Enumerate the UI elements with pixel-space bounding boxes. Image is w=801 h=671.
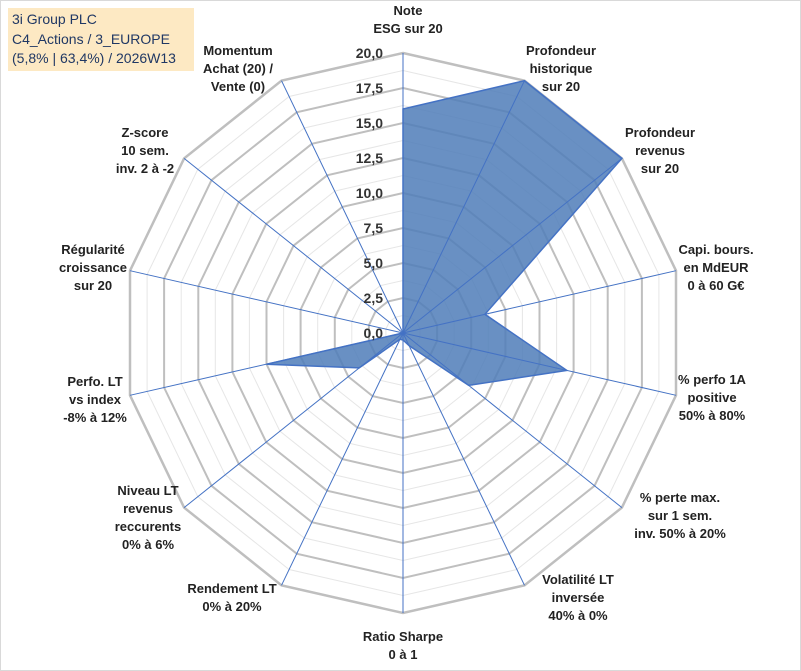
axis-spoke	[129, 270, 404, 334]
axis-label: Niveau LT revenus reccurents 0% à 6%	[115, 483, 181, 552]
tick-label: 5,0	[364, 255, 384, 271]
axis-spoke	[129, 332, 404, 396]
axis-label-line: sur 20	[542, 79, 580, 94]
tick-label: 10,0	[356, 185, 383, 201]
axis-label: Momentum Achat (20) / Vente (0)	[203, 43, 273, 94]
axis-spoke	[402, 332, 623, 508]
axis-label-line: vs index	[69, 392, 122, 407]
axis-label: Régularité croissance sur 20	[59, 242, 127, 293]
category-label: C4_Actions / 3_EUROPE	[12, 30, 170, 47]
axis-label-line: Ratio Sharpe	[363, 629, 443, 644]
axis-label-line: % perte max.	[640, 490, 720, 505]
axis-label-line: revenus	[635, 143, 685, 158]
axis-spoke	[183, 332, 404, 508]
tick-label: 17,5	[356, 80, 383, 96]
axis-label: Capi. bours. en MdEUR 0 à 60 G€	[678, 242, 753, 293]
axis-label-line: en MdEUR	[684, 260, 750, 275]
axis-label-line: 50% à 80%	[679, 408, 746, 423]
tick-label: 7,5	[364, 220, 384, 236]
axis-label-line: inv. 2 à -2	[116, 161, 174, 176]
axis-label-line: Rendement LT	[187, 581, 276, 596]
axis-label-line: Profondeur	[625, 125, 695, 140]
axis-spoke	[402, 332, 525, 586]
axis-label-line: -8% à 12%	[63, 410, 127, 425]
axis-label-line: revenus	[123, 501, 173, 516]
tick-label: 0,0	[364, 325, 384, 341]
axis-label-line: inv. 50% à 20%	[634, 526, 726, 541]
axis-label-line: Momentum	[203, 43, 272, 58]
axis-label: Perfo. LT vs index -8% à 12%	[63, 374, 127, 425]
axis-label-line: Z-score	[122, 125, 169, 140]
axis-label: Z-score 10 sem. inv. 2 à -2	[116, 125, 174, 176]
axis-label-line: Note	[394, 3, 423, 18]
chart-title-box: 3i Group PLC C4_Actions / 3_EUROPE (5,8%…	[8, 8, 194, 71]
axis-label-line: Capi. bours.	[678, 242, 753, 257]
axis-label: Note ESG sur 20	[373, 3, 442, 36]
axis-label-line: 0% à 20%	[202, 599, 262, 614]
axis-spoke	[402, 332, 677, 396]
axis-label-line: inversée	[552, 590, 605, 605]
axis-label-line: 0 à 60 G€	[687, 278, 744, 293]
axis-label: Profondeur historique sur 20	[526, 43, 596, 94]
axis-label: Volatilité LT inversée 40% à 0%	[542, 572, 614, 623]
axis-label-line: 10 sem.	[121, 143, 169, 158]
axis-label: Profondeur revenus sur 20	[625, 125, 695, 176]
axis-label-line: Profondeur	[526, 43, 596, 58]
axis-spoke	[402, 158, 623, 334]
tick-label: 15,0	[356, 115, 383, 131]
axis-label-line: 40% à 0%	[548, 608, 608, 623]
axis-label-line: croissance	[59, 260, 127, 275]
axis-label-line: sur 1 sem.	[648, 508, 712, 523]
axis-label-line: sur 20	[74, 278, 112, 293]
axis-label-line: Niveau LT	[117, 483, 178, 498]
axis-spoke	[402, 80, 525, 334]
axis-label: % perfo 1A positive 50% à 80%	[678, 372, 747, 423]
axis-label-line: historique	[530, 61, 593, 76]
axis-label-line: Achat (20) /	[203, 61, 273, 76]
axis-spoke	[183, 158, 404, 334]
axis-label-line: Régularité	[61, 242, 125, 257]
axis-label-line: sur 20	[641, 161, 679, 176]
axis-label-line: 0% à 6%	[122, 537, 174, 552]
axis-label-line: positive	[687, 390, 736, 405]
axis-label-line: Volatilité LT	[542, 572, 614, 587]
period-label: (5,8% | 63,4%) / 2026W13	[12, 50, 176, 66]
axis-spoke	[402, 270, 677, 334]
tick-label: 2,5	[364, 290, 384, 306]
axis-label-line: reccurents	[115, 519, 181, 534]
axis-label: Rendement LT 0% à 20%	[187, 581, 276, 614]
tick-label: 20,0	[356, 45, 383, 61]
axis-label-line: ESG sur 20	[373, 21, 442, 36]
axis-label-line: Perfo. LT	[67, 374, 122, 389]
company-name: 3i Group PLC	[12, 11, 97, 27]
axis-label-line: % perfo 1A	[678, 372, 747, 387]
axis-spoke	[281, 332, 404, 586]
axis-label-line: Vente (0)	[211, 79, 265, 94]
tick-label: 12,5	[356, 150, 383, 166]
axis-label: Ratio Sharpe 0 à 1	[363, 629, 443, 662]
axis-spoke	[281, 80, 404, 334]
axis-label-line: 0 à 1	[389, 647, 418, 662]
axis-label: % perte max. sur 1 sem. inv. 50% à 20%	[634, 490, 726, 541]
data-series-area	[266, 79, 623, 387]
